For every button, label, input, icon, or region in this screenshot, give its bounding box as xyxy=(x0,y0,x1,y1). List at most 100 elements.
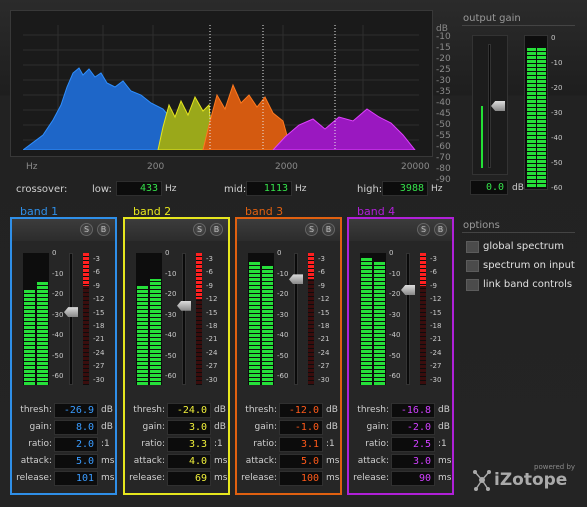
band-4-bypass-button[interactable]: B xyxy=(434,223,447,236)
band-gr-scale-tick: -3 xyxy=(206,255,213,263)
band-gr-scale-tick: -27 xyxy=(430,362,442,371)
crossover-high-field[interactable]: 3988 xyxy=(382,181,428,196)
band-ratio-label: ratio: xyxy=(28,439,52,449)
band-release-unit: ms xyxy=(438,473,452,483)
band-input-scale-tick: -60 xyxy=(52,372,64,380)
band-attack-field[interactable]: 4.0 xyxy=(167,454,211,469)
spectrum-on-input-label[interactable]: spectrum on input xyxy=(483,260,575,271)
crossover-low-field[interactable]: 433 xyxy=(116,181,162,196)
spectrum-display[interactable] xyxy=(10,10,433,157)
band-threshold-fader-track[interactable] xyxy=(69,253,73,385)
band-4-solo-button[interactable]: S xyxy=(417,223,430,236)
band-3-solo-button[interactable]: S xyxy=(305,223,318,236)
spectrum-x-tick-2000: 2000 xyxy=(275,162,298,172)
band-thresh-field[interactable]: -24.0 xyxy=(167,403,211,418)
band-input-scale-tick: 0 xyxy=(277,249,282,257)
band-thresh-field[interactable]: -12.0 xyxy=(279,403,323,418)
band-1-solo-button[interactable]: S xyxy=(80,223,93,236)
band-gr-scale-tick: -24 xyxy=(318,348,330,357)
band-release-row: release: 69 ms xyxy=(125,471,228,487)
band-thresh-row: thresh: -12.0 dB xyxy=(237,403,340,419)
spectrum-y-tick: -20 xyxy=(436,54,451,64)
band-gain-label: gain: xyxy=(142,422,165,432)
band-2-panel: S B 0 -10 -20 -30 -40 -50 -60 -3 -6 -9 -12 -15 -18 -21 -… xyxy=(123,217,230,495)
band-input-meter-right xyxy=(150,279,161,385)
band-3-panel: S B 0 -10 -20 -30 -40 -50 -60 -3 -6 -9 -12 -15 -18 -21 -… xyxy=(235,217,342,495)
spectrum-y-tick: -10 xyxy=(436,32,451,42)
band-input-scale-tick: -20 xyxy=(52,290,64,298)
band-thresh-unit: dB xyxy=(214,405,226,415)
global-spectrum-label[interactable]: global spectrum xyxy=(483,241,564,252)
band-attack-unit: ms xyxy=(326,456,340,466)
band-gr-scale-tick: -18 xyxy=(206,322,218,330)
band-threshold-handle[interactable] xyxy=(289,274,303,285)
band-threshold-fader-track[interactable] xyxy=(406,253,410,385)
band-thresh-label: thresh: xyxy=(357,405,389,415)
band-release-field[interactable]: 100 xyxy=(279,471,323,486)
band-ratio-field[interactable]: 2.5 xyxy=(391,437,435,452)
band-release-row: release: 100 ms xyxy=(237,471,340,487)
band-threshold-fader-track[interactable] xyxy=(182,253,186,385)
band-input-meter-right xyxy=(374,262,385,385)
band-1-panel: S B 0 -10 -20 -30 -40 -50 -60 -3 -6 -9 -12 -15 -18 -21 -… xyxy=(10,217,117,495)
band-threshold-handle[interactable] xyxy=(64,307,78,318)
band-attack-field[interactable]: 5.0 xyxy=(54,454,98,469)
band-ratio-field[interactable]: 3.3 xyxy=(167,437,211,452)
band-gain-unit: dB xyxy=(438,422,450,432)
band-gain-field[interactable]: 8.0 xyxy=(54,420,98,435)
band-input-scale-tick: -60 xyxy=(389,372,401,380)
output-gain-fader[interactable] xyxy=(472,35,508,175)
band-threshold-handle[interactable] xyxy=(401,284,415,295)
band-ratio-field[interactable]: 2.0 xyxy=(54,437,98,452)
band-attack-row: attack: 5.0 ms xyxy=(237,454,340,470)
band-gr-scale-tick: -9 xyxy=(430,281,437,290)
band-attack-field[interactable]: 5.0 xyxy=(279,454,323,469)
band-input-scale-tick: -20 xyxy=(277,290,289,298)
spectrum-y-tick: -55 xyxy=(436,131,451,141)
band-input-meter-right xyxy=(37,282,48,385)
band-gain-field[interactable]: -2.0 xyxy=(391,420,435,435)
spectrum-on-input-checkbox[interactable] xyxy=(466,260,479,272)
band-gain-field[interactable]: -1.0 xyxy=(279,420,323,435)
band-release-field[interactable]: 69 xyxy=(167,471,211,486)
band-gain-reduction-meter xyxy=(196,253,202,385)
output-gain-scale-tick: -30 xyxy=(551,109,563,117)
band-release-field[interactable]: 90 xyxy=(391,471,435,486)
band-2-solo-button[interactable]: S xyxy=(193,223,206,236)
band-3-title: band 3 xyxy=(245,205,284,218)
band-gain-reduction-level xyxy=(196,253,202,300)
band-release-row: release: 101 ms xyxy=(12,471,115,487)
crossover-mid-field[interactable]: 1113 xyxy=(246,181,292,196)
band-input-meter-right xyxy=(262,266,273,385)
band-input-scale-tick: -20 xyxy=(389,290,401,298)
output-gain-field[interactable]: 0.0 xyxy=(470,180,508,195)
band-release-field[interactable]: 101 xyxy=(54,471,98,486)
band-gr-scale-tick: -15 xyxy=(93,308,105,317)
band-attack-field[interactable]: 3.0 xyxy=(391,454,435,469)
band-threshold-fader-track[interactable] xyxy=(294,253,298,385)
band-thresh-field[interactable]: -26.9 xyxy=(54,403,98,418)
output-gain-title: output gain xyxy=(463,13,521,24)
output-gain-scale-tick: -40 xyxy=(551,134,563,142)
band-1-bypass-button[interactable]: B xyxy=(97,223,110,236)
band-2-bypass-button[interactable]: B xyxy=(210,223,223,236)
link-band-controls-label[interactable]: link band controls xyxy=(483,279,573,290)
band-gain-field[interactable]: 3.0 xyxy=(167,420,211,435)
band-ratio-unit: :1 xyxy=(438,439,447,449)
band-gr-scale-tick: -21 xyxy=(318,335,330,344)
global-spectrum-checkbox[interactable] xyxy=(466,241,479,253)
output-gain-unit: dB xyxy=(512,183,524,193)
band-threshold-handle[interactable] xyxy=(177,300,191,311)
link-band-controls-checkbox[interactable] xyxy=(466,279,479,291)
band-input-scale-tick: -50 xyxy=(52,351,64,360)
band-input-scale-tick: -40 xyxy=(165,331,177,339)
output-gain-fader-handle[interactable] xyxy=(491,101,505,111)
band-ratio-field[interactable]: 3.1 xyxy=(279,437,323,452)
band-thresh-unit: dB xyxy=(101,405,113,415)
spectrum-y-tick: -25 xyxy=(436,65,451,75)
band-thresh-unit: dB xyxy=(438,405,450,415)
band-thresh-field[interactable]: -16.8 xyxy=(391,403,435,418)
band-gr-scale-tick: -12 xyxy=(206,295,218,304)
band-3-bypass-button[interactable]: B xyxy=(322,223,335,236)
